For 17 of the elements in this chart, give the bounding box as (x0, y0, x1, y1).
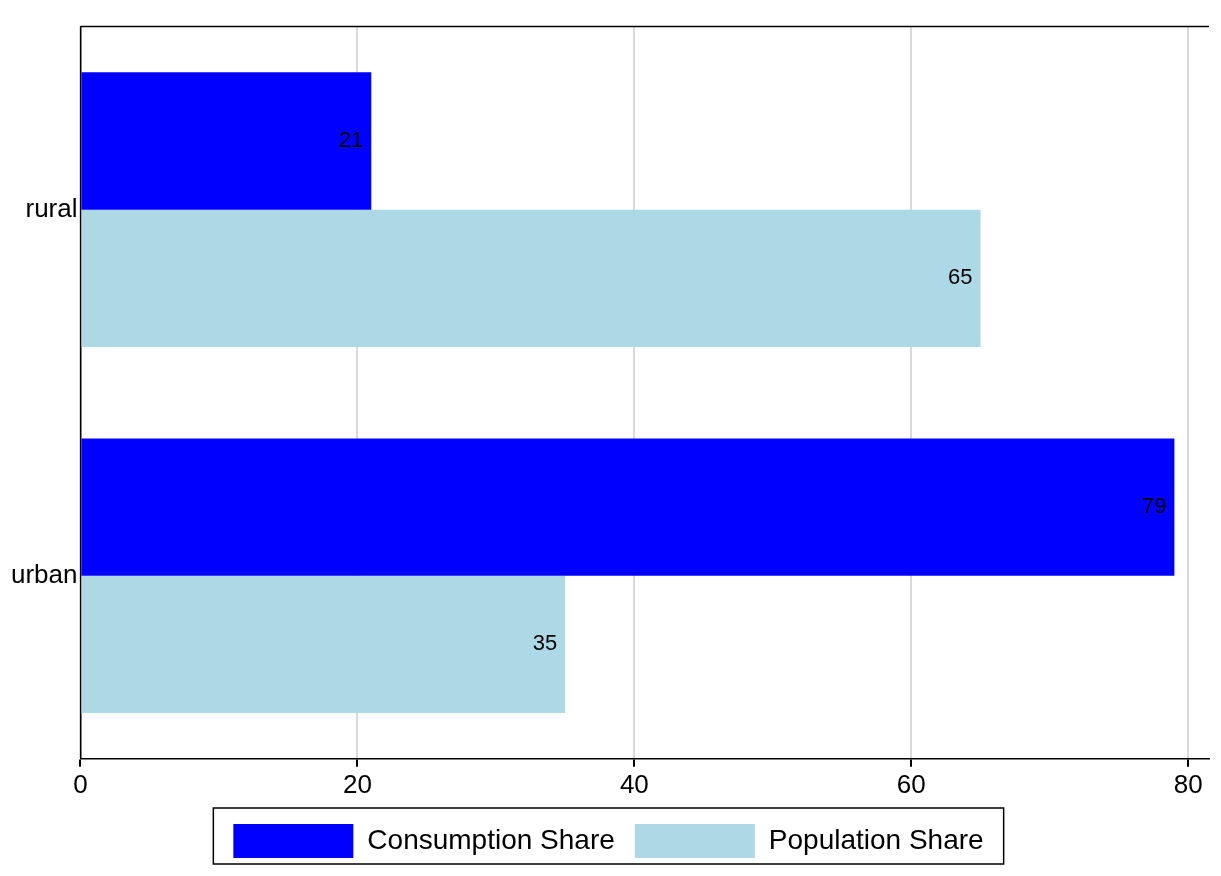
bar (81, 209, 981, 347)
bar (81, 438, 1175, 576)
data-label: 21 (338, 127, 364, 153)
y-tick-label: rural (25, 192, 78, 223)
data-label: 35 (532, 630, 558, 656)
bar (81, 72, 372, 210)
data-label: 65 (948, 264, 973, 290)
legend-label: Consumption Share (367, 823, 615, 855)
x-tick-label: 60 (896, 768, 926, 799)
bar (81, 575, 566, 714)
y-tick-label: urban (11, 558, 78, 589)
legend-label: Population Share (768, 823, 984, 855)
data-label: 79 (1141, 493, 1167, 519)
x-tick-label: 0 (73, 768, 88, 799)
x-tick-label: 40 (619, 768, 649, 799)
x-tick-label: 20 (342, 768, 372, 799)
x-tick-label: 80 (1173, 768, 1203, 799)
